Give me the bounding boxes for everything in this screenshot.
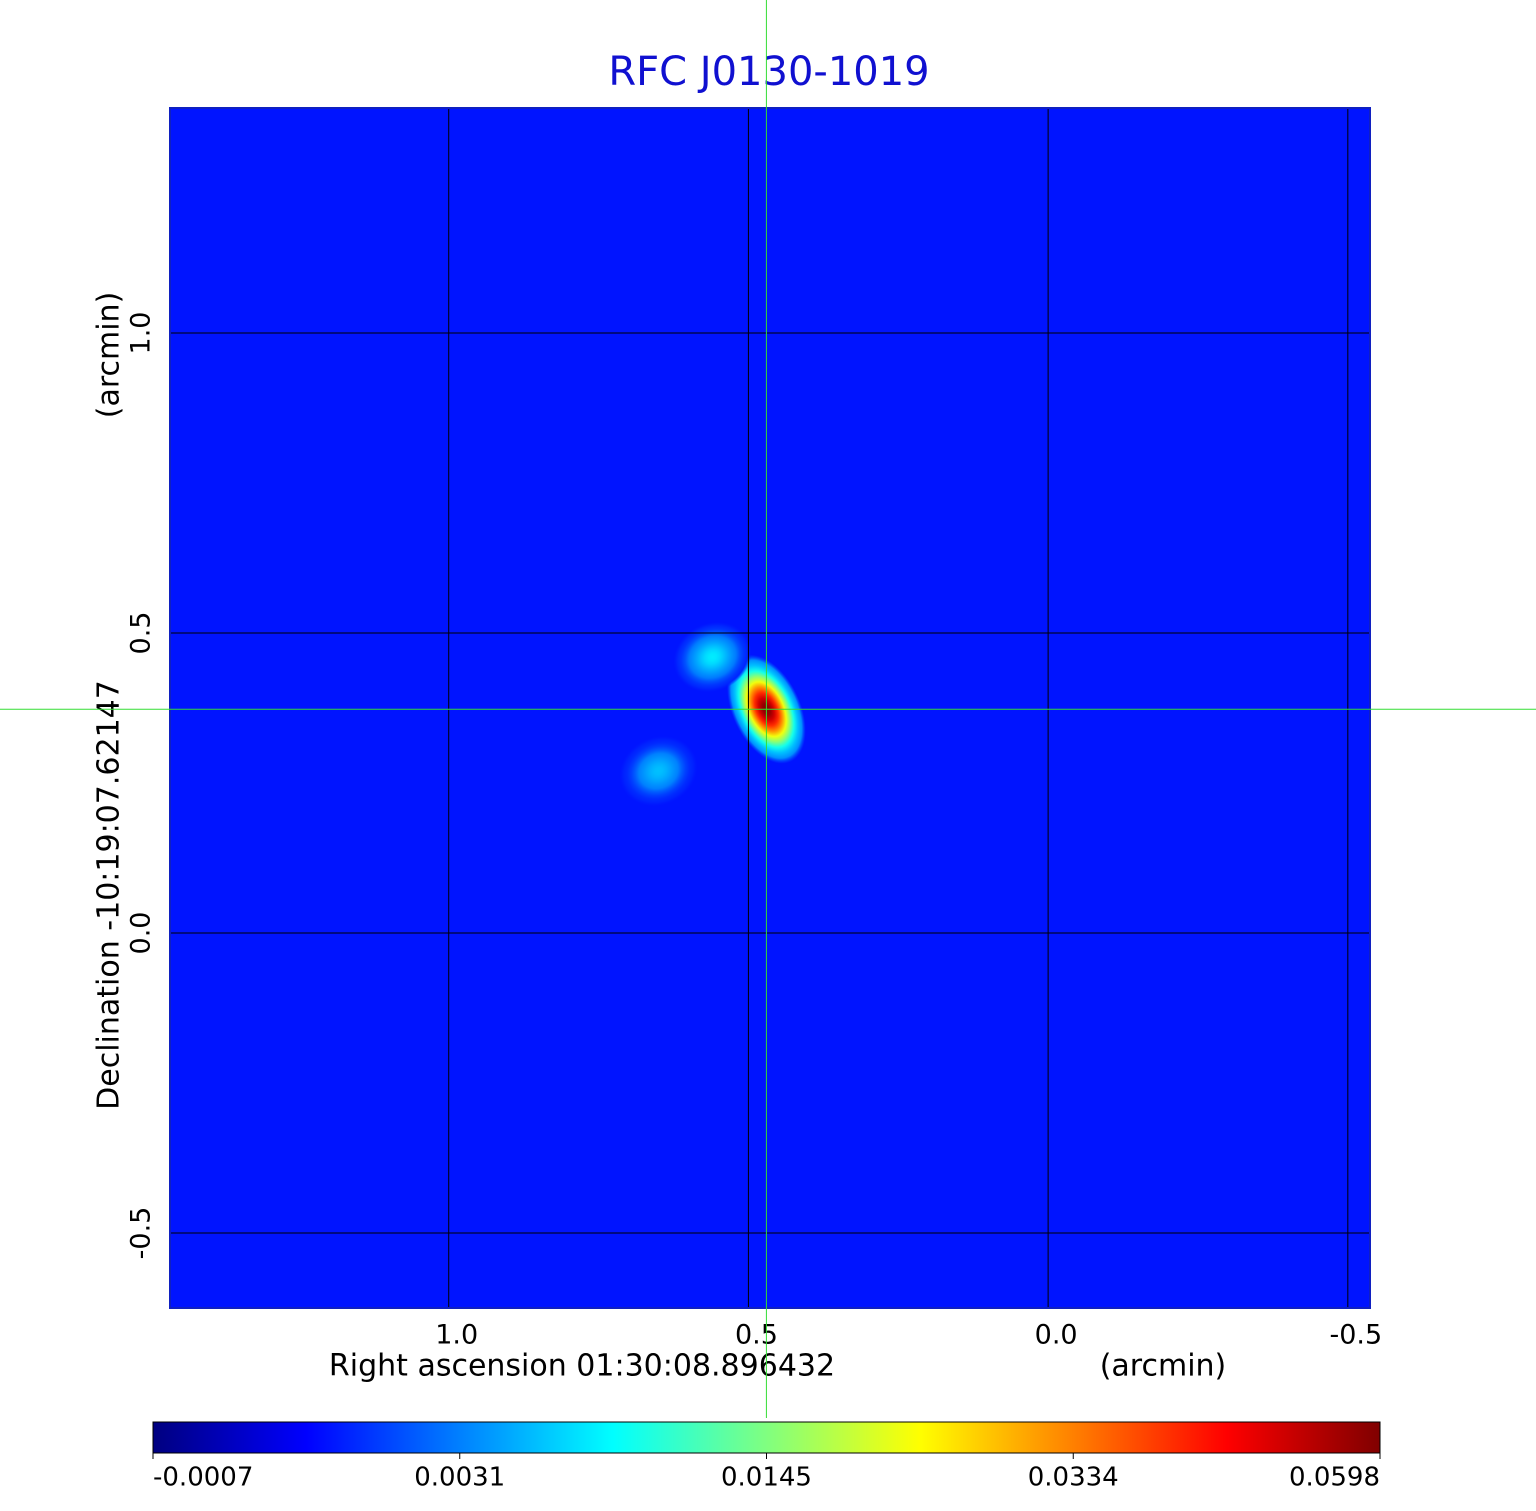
x-axis-unit: (arcmin) xyxy=(1100,1349,1227,1384)
y-tick-label: 0.0 xyxy=(126,912,157,955)
x-tick-label: -0.5 xyxy=(1329,1320,1382,1351)
source xyxy=(673,621,752,693)
y-tick-label: -0.5 xyxy=(126,1207,157,1260)
x-axis-label: Right ascension 01:30:08.896432 xyxy=(329,1349,835,1384)
plot-frame xyxy=(169,107,1371,1309)
source xyxy=(619,735,698,807)
chart-title: RFC J0130-1019 xyxy=(608,49,929,95)
colorbar-tick-label: -0.0007 xyxy=(153,1463,253,1493)
x-tick-label: 0.0 xyxy=(1035,1320,1078,1351)
colorbar-tick-label: 0.0031 xyxy=(414,1463,505,1493)
colorbar-tick-label: 0.0334 xyxy=(1028,1463,1119,1493)
y-axis-label: Declination -10:19:07.62147 xyxy=(92,680,127,1110)
y-axis-unit: (arcmin) xyxy=(92,292,127,419)
x-tick-label: 1.0 xyxy=(435,1320,478,1351)
colorbar-tick-label: 0.0598 xyxy=(1289,1463,1380,1493)
y-tick-label: 1.0 xyxy=(126,312,157,355)
y-tick-label: 0.5 xyxy=(126,612,157,655)
colorbar xyxy=(152,1421,1381,1454)
x-tick-label: 0.5 xyxy=(735,1320,778,1351)
colorbar-tick-label: 0.0145 xyxy=(721,1463,812,1493)
